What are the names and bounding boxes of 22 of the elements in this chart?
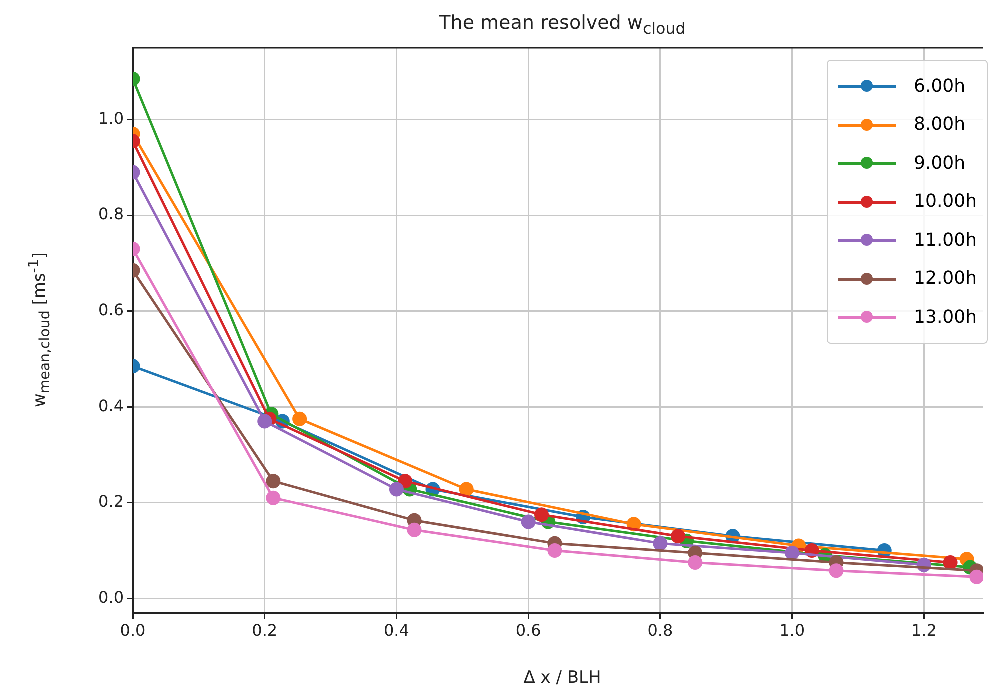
x-tick-label: 1.2 xyxy=(911,620,937,640)
x-tick-label: 0.4 xyxy=(384,620,410,640)
x-tick-label: 0.8 xyxy=(648,620,674,640)
x-tick-label: 0.2 xyxy=(252,620,278,640)
legend-label: 6.00h xyxy=(914,76,966,97)
x-tick-label: 0.0 xyxy=(120,620,146,640)
y-tick-label: 0.8 xyxy=(98,204,124,224)
chart-title: The mean resolved w$_{cloud}$ xyxy=(438,12,687,38)
legend-label: 10.00h xyxy=(914,191,977,212)
y-tick-label: 0.0 xyxy=(98,588,124,607)
x-tick-label: 1.0 xyxy=(780,620,806,640)
y-tick-label: 1.0 xyxy=(98,108,124,128)
y-tick-label: 0.4 xyxy=(98,396,124,416)
legend-label: 9.00h xyxy=(914,152,966,174)
legend-label: 12.00h xyxy=(914,268,977,290)
x-axis-title: Δ x / BLH xyxy=(522,668,602,688)
legend-label: 11.00h xyxy=(914,230,977,251)
legend-label: 13.00h xyxy=(914,306,977,328)
x-tick-label: 0.6 xyxy=(516,620,542,640)
y-tick-label: 0.2 xyxy=(98,492,124,512)
y-tick-label: 0.6 xyxy=(98,300,124,320)
legend-label: 8.00h xyxy=(914,114,966,136)
